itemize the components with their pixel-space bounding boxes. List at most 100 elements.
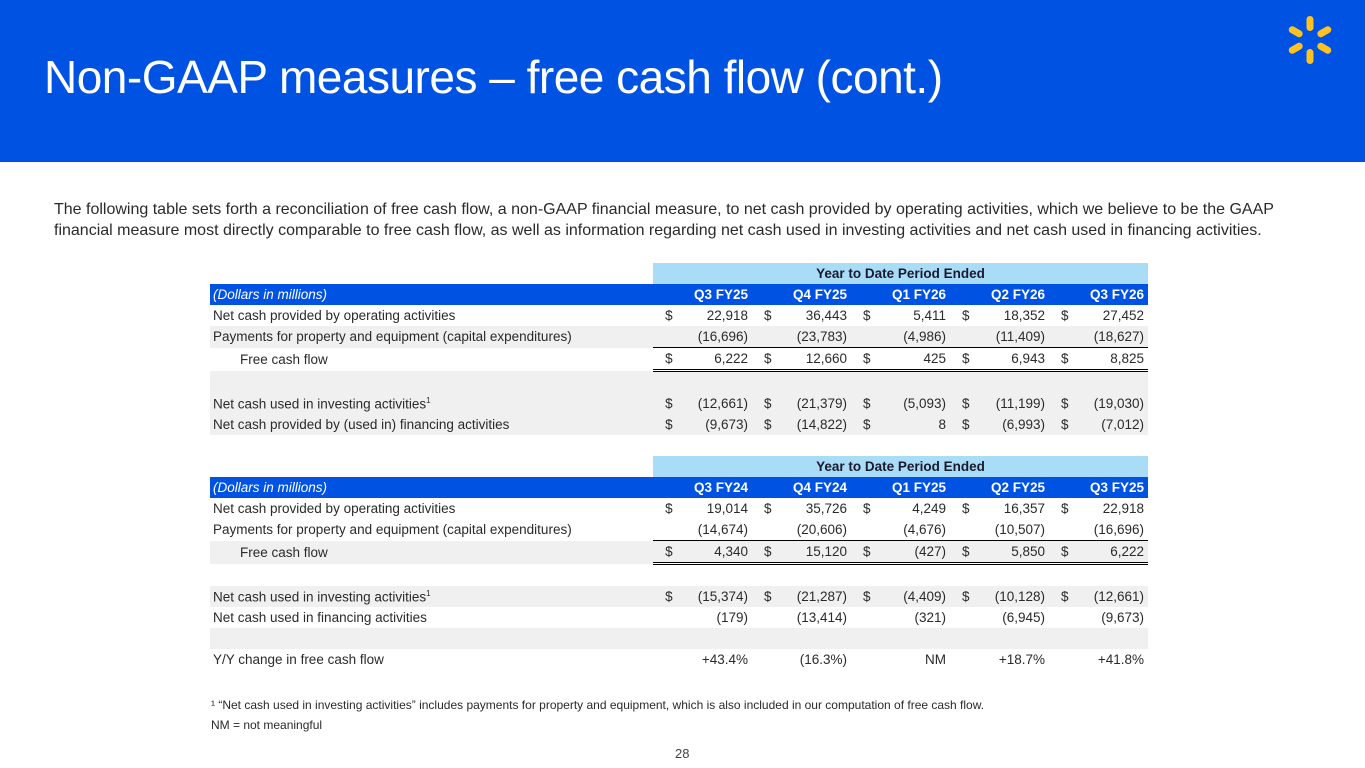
value-cell: (16.3%) bbox=[752, 649, 851, 670]
cell-value: 4,249 bbox=[912, 501, 947, 516]
table-row: Y/Y change in free cash flow +43.4% (16.3%… bbox=[210, 649, 1148, 670]
row-label: Net cash provided by operating activitie… bbox=[210, 498, 653, 519]
value-cell: $22,918 bbox=[653, 305, 752, 326]
currency-symbol: $ bbox=[764, 396, 772, 411]
row-label: Net cash provided by (used in) financing… bbox=[210, 414, 654, 435]
value-cell: (20,606) bbox=[752, 519, 851, 541]
spacer bbox=[653, 564, 752, 587]
currency-symbol: $ bbox=[764, 501, 772, 516]
currency-symbol: $ bbox=[863, 589, 871, 604]
blank-row bbox=[210, 370, 1148, 393]
value-cell: $22,918 bbox=[1049, 498, 1148, 519]
value-cell: (23,783) bbox=[752, 326, 852, 348]
row-label: Net cash used in financing activities bbox=[210, 607, 653, 628]
spacer bbox=[950, 370, 1049, 393]
value-cell: $ (5,093) bbox=[851, 393, 951, 414]
value-cell: $35,726 bbox=[752, 498, 851, 519]
column-header: Q3 FY24 bbox=[653, 477, 753, 498]
spacer bbox=[210, 628, 654, 649]
column-header-row: (Dollars in millions) Q3 FY24 Q4 FY24 Q1 FY… bbox=[210, 477, 1148, 498]
cell-value: (15,374) bbox=[697, 589, 749, 604]
walmart-spark-icon bbox=[1288, 16, 1332, 64]
currency-symbol: $ bbox=[764, 589, 772, 604]
row-label: Payments for property and equipment (cap… bbox=[210, 519, 653, 541]
column-header: Q4 FY25 bbox=[752, 284, 852, 305]
column-header: Q3 FY26 bbox=[1049, 284, 1148, 305]
value-cell: $36,443 bbox=[752, 305, 851, 326]
column-header: Q1 FY25 bbox=[851, 477, 951, 498]
cell-value: (16,696) bbox=[1093, 522, 1144, 537]
value-cell: $ (19,030) bbox=[1049, 393, 1148, 414]
cell-value: (23,783) bbox=[796, 329, 848, 344]
spacer bbox=[210, 370, 654, 393]
cell-value: (427) bbox=[914, 544, 947, 559]
cell-value: (18,627) bbox=[1093, 329, 1144, 344]
value-cell: $ (427) bbox=[851, 540, 951, 565]
cell-value: (321) bbox=[914, 610, 947, 625]
cell-value: (12,661) bbox=[697, 396, 749, 411]
page-title: Non-GAAP measures – free cash flow (cont… bbox=[44, 51, 943, 103]
table-row: Free cash flow $4,340 $15,120 $ (427) $5,850 $… bbox=[210, 540, 1148, 565]
table-row: Net cash provided by (used in) financing… bbox=[210, 414, 1148, 435]
value-cell: $18,352 bbox=[950, 305, 1049, 326]
table-row: Net cash used in financing activities (17… bbox=[210, 607, 1148, 628]
blank-row bbox=[210, 628, 1148, 649]
value-cell: $ (11,199) bbox=[950, 393, 1049, 414]
currency-symbol: $ bbox=[863, 544, 871, 559]
spacer bbox=[752, 628, 852, 649]
cell-value: 8 bbox=[938, 417, 947, 432]
cell-value: 12,660 bbox=[805, 351, 848, 366]
currency-symbol: $ bbox=[1061, 501, 1069, 516]
value-cell: $ (4,409) bbox=[851, 586, 951, 607]
cell-value: (11,409) bbox=[995, 329, 1045, 344]
row-label-text: Net cash provided by (used in) financing… bbox=[213, 417, 510, 432]
cell-value: (10,128) bbox=[994, 589, 1045, 604]
currency-symbol: $ bbox=[962, 396, 970, 411]
units-label: (Dollars in millions) bbox=[210, 477, 654, 498]
table-row: Net cash used in investing activities1 $ (… bbox=[210, 586, 1148, 607]
title-banner: Non-GAAP measures – free cash flow (cont… bbox=[0, 0, 1365, 162]
value-cell: (179) bbox=[653, 607, 752, 628]
cell-value: 6,222 bbox=[1110, 544, 1144, 559]
cell-value: +43.4% bbox=[701, 652, 749, 667]
cell-value: (10,507) bbox=[994, 522, 1045, 537]
cell-value: (9,673) bbox=[705, 417, 749, 432]
value-cell: +18.7% bbox=[950, 649, 1049, 670]
currency-symbol: $ bbox=[962, 589, 970, 604]
column-header-row: (Dollars in millions) Q3 FY25 Q4 FY25 Q1 FY… bbox=[210, 284, 1148, 305]
period-header-row: Year to Date Period Ended bbox=[210, 263, 1148, 284]
footnote-marker: 1 bbox=[426, 395, 431, 405]
spacer bbox=[210, 564, 653, 587]
table-row: Net cash provided by operating activitie… bbox=[210, 305, 1148, 326]
cell-value: 15,120 bbox=[805, 544, 848, 559]
period-header-row: Year to Date Period Ended bbox=[210, 456, 1148, 477]
value-cell: (4,676) bbox=[851, 519, 950, 541]
currency-symbol: $ bbox=[863, 501, 871, 516]
cell-value: 16,357 bbox=[1003, 501, 1045, 516]
spacer bbox=[950, 628, 1049, 649]
blank-row bbox=[210, 564, 1148, 587]
currency-symbol: $ bbox=[1061, 396, 1069, 411]
value-cell: (4,986) bbox=[851, 326, 951, 348]
footnote-marker: 1 bbox=[426, 588, 431, 598]
row-label-text: Net cash used in financing activities bbox=[213, 610, 427, 625]
value-cell: $4,340 bbox=[653, 540, 753, 565]
row-label: Net cash used in investing activities1 bbox=[210, 586, 654, 607]
value-cell: $425 bbox=[851, 347, 951, 372]
value-cell: $16,357 bbox=[950, 498, 1049, 519]
currency-symbol: $ bbox=[665, 351, 673, 366]
cell-value: 22,918 bbox=[706, 308, 749, 323]
currency-symbol: $ bbox=[1061, 308, 1069, 323]
cell-value: (14,674) bbox=[697, 522, 749, 537]
currency-symbol: $ bbox=[863, 351, 871, 366]
currency-symbol: $ bbox=[665, 501, 673, 516]
value-cell: (11,409) bbox=[950, 326, 1049, 348]
cell-value: 22,918 bbox=[1102, 501, 1144, 516]
spacer bbox=[1049, 370, 1148, 393]
value-cell: $19,014 bbox=[653, 498, 752, 519]
spacer bbox=[851, 628, 951, 649]
column-header: Q4 FY24 bbox=[752, 477, 852, 498]
value-cell: $6,222 bbox=[653, 347, 753, 372]
value-cell: (6,945) bbox=[950, 607, 1049, 628]
value-cell: (10,507) bbox=[950, 519, 1049, 541]
